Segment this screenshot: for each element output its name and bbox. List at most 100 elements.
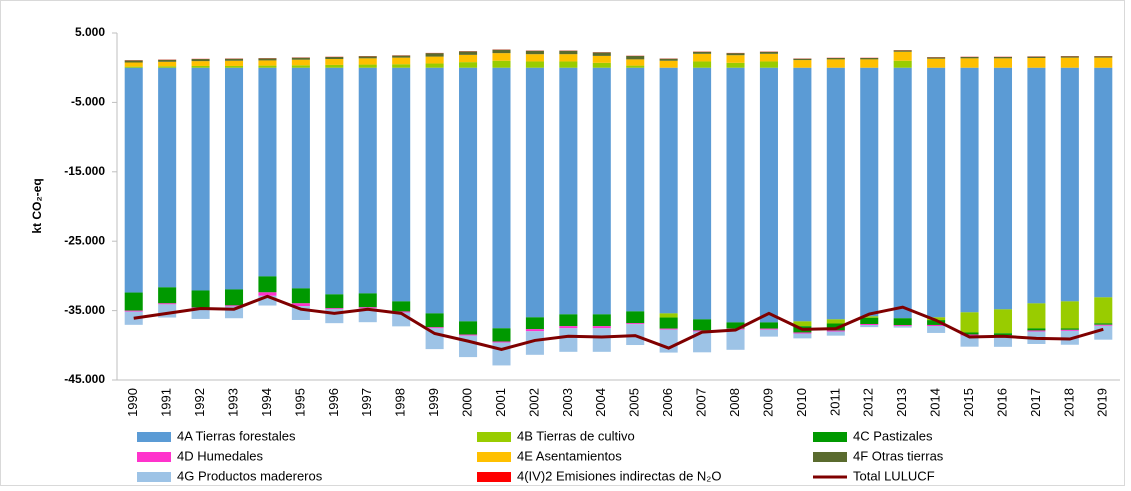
legend-label: 4D Humedales xyxy=(177,448,263,463)
bar-segment xyxy=(158,68,176,288)
legend-swatch xyxy=(137,452,171,462)
bar-segment xyxy=(726,55,744,63)
x-tick-label: 2000 xyxy=(459,388,474,417)
legend-label: 4G Productos madereros xyxy=(177,468,323,483)
x-tick-label: 2015 xyxy=(961,388,976,417)
bar-segment xyxy=(459,335,477,336)
bar-segment xyxy=(1061,68,1079,302)
bar-segment xyxy=(392,301,410,311)
bar-segment xyxy=(559,54,577,61)
bar-segment xyxy=(325,68,343,295)
bar-segment xyxy=(526,317,544,329)
bar-segment xyxy=(894,68,912,319)
bar-segment xyxy=(793,59,811,60)
bar-segment xyxy=(359,58,377,64)
x-tick-label: 2005 xyxy=(627,388,642,417)
bar-segment xyxy=(1027,330,1045,331)
bar-segment xyxy=(860,59,878,67)
bar-segment xyxy=(1094,297,1112,323)
bar-segment xyxy=(526,329,544,331)
x-tick-label: 2001 xyxy=(493,388,508,417)
bar-segment xyxy=(158,287,176,303)
legend-label: Total LULUCF xyxy=(853,468,935,483)
bar-segment xyxy=(994,57,1012,58)
legend-label: 4F Otras tierras xyxy=(853,448,944,463)
bar-segment xyxy=(693,68,711,320)
bar-segment xyxy=(860,58,878,59)
bar-segment xyxy=(526,61,544,67)
bar-segment xyxy=(459,321,477,334)
y-tick-label: 5.000 xyxy=(75,25,105,39)
bar-segment xyxy=(1061,58,1079,68)
bar-segment xyxy=(292,68,310,289)
bar-segment xyxy=(827,58,845,59)
bar-segment xyxy=(827,68,845,320)
bar-segment xyxy=(693,54,711,62)
bar-segment xyxy=(559,51,577,54)
bar-segment xyxy=(392,58,410,65)
bar-segment xyxy=(459,51,477,54)
bar-segment xyxy=(559,326,577,328)
bar-segment xyxy=(894,326,912,327)
y-tick-label: -25.000 xyxy=(64,233,105,247)
x-tick-label: 1992 xyxy=(192,388,207,417)
bar-segment xyxy=(760,52,778,54)
bar-segment xyxy=(258,58,276,60)
bar-segment xyxy=(927,68,945,318)
x-tick-label: 1994 xyxy=(259,388,274,417)
x-tick-label: 2006 xyxy=(660,388,675,417)
bar-segment xyxy=(827,319,845,323)
bar-segment xyxy=(961,57,979,58)
bar-segment xyxy=(1027,328,1045,330)
y-tick-label: -5.000 xyxy=(71,95,105,109)
bar-segment xyxy=(894,50,912,51)
bar-segment xyxy=(1027,68,1045,304)
bar-segment xyxy=(192,66,210,68)
legend-label: 4B Tierras de cultivo xyxy=(517,428,635,443)
x-tick-label: 2013 xyxy=(894,388,909,417)
bar-segment xyxy=(426,68,444,314)
bar-segment xyxy=(927,326,945,333)
bar-segment xyxy=(192,290,210,307)
bar-segment xyxy=(325,59,343,65)
bar-segment xyxy=(660,59,678,61)
bar-segment xyxy=(325,57,343,59)
legend-swatch xyxy=(477,432,511,442)
bar-segment xyxy=(459,62,477,68)
bar-segment xyxy=(593,52,611,55)
bar-segment xyxy=(492,341,510,342)
bar-segment xyxy=(693,319,711,330)
legend-label: 4C Pastizales xyxy=(853,428,933,443)
x-tick-label: 1997 xyxy=(359,388,374,417)
x-tick-label: 1993 xyxy=(225,388,240,417)
bar-segment xyxy=(1094,68,1112,298)
bar-segment xyxy=(158,303,176,304)
x-tick-label: 1996 xyxy=(326,388,341,417)
x-tick-label: 2016 xyxy=(994,388,1009,417)
bar-segment xyxy=(1094,58,1112,68)
x-tick-label: 2017 xyxy=(1028,388,1043,417)
bar-segment xyxy=(359,65,377,68)
x-tick-label: 2007 xyxy=(694,388,709,417)
x-tick-label: 2011 xyxy=(827,388,842,416)
bar-segment xyxy=(225,66,243,68)
bar-segment xyxy=(1094,56,1112,57)
bar-segment xyxy=(125,311,143,312)
x-tick-label: 2014 xyxy=(928,388,943,417)
bar-segment xyxy=(258,276,276,292)
bar-segment xyxy=(860,324,878,325)
bar-segment xyxy=(192,61,210,66)
bar-segment xyxy=(827,330,845,331)
bar-segment xyxy=(961,68,979,313)
legend-label: 4E Asentamientos xyxy=(517,448,622,463)
bar-segment xyxy=(526,51,544,54)
bar-segment xyxy=(392,64,410,67)
bar-segment xyxy=(258,60,276,65)
bar-segment xyxy=(660,329,678,330)
bar-segment xyxy=(392,56,410,58)
bar-segment xyxy=(793,68,811,322)
bar-segment xyxy=(760,61,778,67)
x-tick-label: 2008 xyxy=(727,388,742,417)
x-tick-label: 1991 xyxy=(159,388,174,417)
